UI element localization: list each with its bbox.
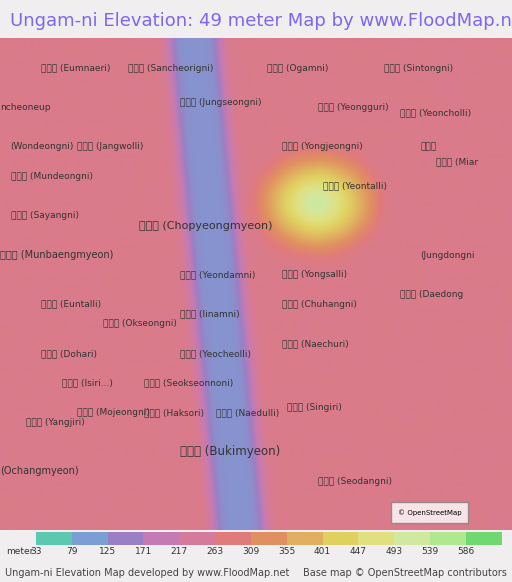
Bar [358,532,394,545]
Text: 신토리 (Sintongni): 신토리 (Sintongni) [385,63,454,73]
Text: © OpenStreetMap: © OpenStreetMap [398,509,461,516]
Bar [251,532,287,545]
Text: 은탄리 (Euntalli): 은탄리 (Euntalli) [41,300,101,308]
Text: 학소리 (Haksori): 학소리 (Haksori) [144,408,204,417]
Text: 문덕리 (Mundeongni): 문덕리 (Mundeongni) [11,172,93,181]
Text: 33: 33 [30,547,41,556]
Text: Base map © OpenStreetMap contributors: Base map © OpenStreetMap contributors [303,568,507,579]
Text: 미알리 (Miar: 미알리 (Miar [436,157,478,166]
Bar [72,532,108,545]
Text: 401: 401 [314,547,331,556]
Text: 447: 447 [350,547,367,556]
Text: 여촌리 (Yeocheolli): 여촌리 (Yeocheolli) [180,349,251,358]
Bar [36,532,72,545]
Text: 539: 539 [421,547,439,556]
Text: (Wondeongni): (Wondeongni) [11,143,74,151]
Text: 장월리 (Jangwolli): 장월리 (Jangwolli) [77,143,144,151]
Text: 영구리 (Yeongguri): 영구리 (Yeongguri) [318,103,389,112]
Text: 사양리 (Sayangni): 사양리 (Sayangni) [11,211,79,220]
Text: 신기리 (Singiri): 신기리 (Singiri) [287,403,342,412]
Text: Ungam-ni Elevation Map developed by www.FloodMap.net: Ungam-ni Elevation Map developed by www.… [5,568,289,579]
Text: 217: 217 [170,547,188,556]
Text: Ungam-ni Elevation: 49 meter Map by www.FloodMap.net (beta): Ungam-ni Elevation: 49 meter Map by www.… [10,12,512,30]
Text: meter: meter [6,547,33,556]
Text: 임임리 (Iinamni): 임임리 (Iinamni) [180,310,239,318]
Text: 도안면: 도안면 [420,143,436,151]
Text: 오감니 (Ogamni): 오감니 (Ogamni) [267,63,328,73]
Text: 서당리 (Seodangni): 서당리 (Seodangni) [318,477,392,486]
Text: 263: 263 [206,547,224,556]
Text: 석성리 (Seokseonnoni): 석성리 (Seokseonnoni) [144,378,233,388]
Text: 양지리 (Yangjiri): 양지리 (Yangjiri) [26,418,85,427]
Text: 옥성리 (Okseongni): 옥성리 (Okseongni) [103,320,177,328]
Text: 부이면 (Bukimyeon): 부이면 (Bukimyeon) [180,445,280,458]
Text: 도하리 (Dohari): 도하리 (Dohari) [41,349,97,358]
Text: 일신리 (Isiri...): 일신리 (Isiri...) [62,378,113,388]
Bar [215,532,251,545]
Text: 삼척리 (Sancheorigni): 삼척리 (Sancheorigni) [129,63,214,73]
Bar [430,532,466,545]
Bar [287,532,323,545]
Text: 586: 586 [457,547,475,556]
Text: 355: 355 [278,547,295,556]
Bar [179,532,215,545]
Text: 171: 171 [135,547,152,556]
Bar [323,532,358,545]
Text: 내추리 (Naechuri): 내추리 (Naechuri) [282,339,349,348]
Bar [466,532,502,545]
Text: (Ochangmyeon): (Ochangmyeon) [1,466,79,477]
Text: 안탄리 (Yeontalli): 안탄리 (Yeontalli) [323,182,387,191]
Text: 79: 79 [66,547,77,556]
Text: 초평면 (Chopyeongmyeon): 초평면 (Chopyeongmyeon) [139,221,272,230]
Text: 493: 493 [386,547,403,556]
Text: 중세리 (Jungseongni): 중세리 (Jungseongni) [180,98,261,107]
Text: 용살리 (Yongsalli): 용살리 (Yongsalli) [282,270,347,279]
Text: 추항리 (Chuhangni): 추항리 (Chuhangni) [282,300,357,308]
Bar [108,532,143,545]
Text: 모정리 (Mojeongni): 모정리 (Mojeongni) [77,408,150,417]
Text: 연촌리 (Yeoncholli): 연촌리 (Yeoncholli) [400,108,471,117]
Text: (Jungdongni: (Jungdongni [420,250,475,260]
Text: 대돈리 (Daedong: 대돈리 (Daedong [400,290,463,299]
Text: ncheoneup: ncheoneup [1,103,51,112]
Bar [394,532,430,545]
Text: 125: 125 [99,547,116,556]
Text: 읍내리 (Eumnaeri): 읍내리 (Eumnaeri) [41,63,111,73]
Text: 나무리 (Naedulli): 나무리 (Naedulli) [216,408,279,417]
Text: 용절리 (Yongjeongni): 용절리 (Yongjeongni) [282,143,363,151]
Text: 문비면 (Munbaengmyeon): 문비면 (Munbaengmyeon) [1,250,114,260]
Text: 309: 309 [242,547,260,556]
Text: 인달리 (Yeondamni): 인달리 (Yeondamni) [180,270,255,279]
Bar [143,532,179,545]
